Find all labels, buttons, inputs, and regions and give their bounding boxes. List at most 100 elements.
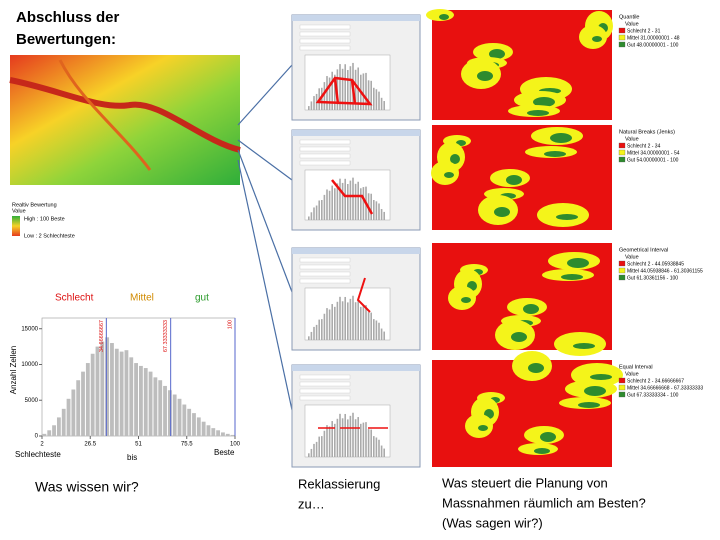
map-legend-value: Value [625,254,639,260]
map-yellow [465,414,493,438]
hist-bar [211,428,216,436]
dialog-bar [347,419,349,457]
map-legend-item: Gut 67.33333334 - 100 [627,392,679,398]
map-legend-item: Mittel 31.00000001 - 48 [627,35,680,41]
break-label: 100 [227,320,233,329]
break-label: 34.66666667 [99,320,105,352]
x-tick-label: 75.5 [181,442,193,448]
histogram: 0 5000 10000 15000 2 26.5 51 75.5 100 34.66666667… [9,317,241,448]
annotation [356,277,371,313]
dialog-bar [313,443,315,457]
map-legend-item: Mittel 34.00000001 - 54 [627,150,680,156]
dialog-bar [352,412,354,457]
dialog-bar [370,429,372,457]
hist-bar [167,390,172,436]
map-green [506,175,522,185]
swatch [618,391,626,398]
dialog-bar [328,77,331,110]
question: Was wissen wir? [35,479,139,495]
dialog-bar [341,182,344,220]
dialog-bar [378,439,380,457]
dialog-bar [349,66,352,110]
hist-bar [61,408,66,436]
dialog-bar [375,201,378,220]
dialog-titlebar [292,130,420,136]
reclass: zu… [298,496,325,511]
dialog-bar [308,453,310,457]
map-legend-title: Equal Interval [619,364,653,370]
hist-bar [129,357,134,436]
map-green [584,386,606,396]
dialog-field [299,139,351,145]
y-tick-label: 15000 [21,326,38,332]
hist-bar [71,389,76,436]
map-legend-value: Value [625,21,639,27]
map-green [592,36,602,42]
map-green [544,151,566,157]
map-green [444,172,454,178]
map-legend-item: Schlecht 2 - 44.05938845 [627,261,684,267]
hist-bar [201,421,206,436]
steering: Was steuert die Planung von [442,475,608,490]
axis-label: Beste [214,448,235,457]
dialog-bar [318,200,320,220]
dialog-bar [326,308,328,340]
dialog-bar [308,106,310,110]
dialog-bar [321,87,323,110]
dialog-bar [347,302,349,340]
x-tick-label: 100 [230,442,241,448]
annotation [331,179,374,215]
dialog-bar [339,64,341,110]
map-yellow [431,161,459,185]
dialog-field [299,388,351,394]
x-tick-label: 51 [135,442,142,448]
map-green [477,71,493,81]
hist-bar [42,433,47,436]
hist-bar [119,351,124,436]
hist-bar [95,346,100,436]
hist-bar [148,371,153,436]
dialog-bar [315,441,318,457]
hist-bar [52,425,56,436]
legend-ramp [12,216,20,236]
hist-bar [221,432,225,436]
dialog-bar [378,203,380,220]
dialog-bar [373,87,375,110]
map-green [556,214,578,220]
dialog-bar [323,194,326,220]
dialog-bar [313,96,315,110]
dialog-bar [367,429,370,457]
map-legend-item: Gut 61.30361156 - 100 [627,275,678,281]
dialog-bar [331,304,333,340]
hist-bar [196,417,201,436]
dialog-bar [347,70,349,110]
dialog-bar [341,418,344,457]
dialog-bar [383,331,385,340]
hist-bar [110,343,114,436]
dialog-bar [362,187,365,220]
dialog-bar [318,436,320,457]
map-legend-value: Value [625,371,639,377]
map-legend-item: Schlecht 2 - 34 [627,143,661,149]
dialog-bar [380,445,383,457]
dialog-field [299,45,351,51]
dialog-bar [357,300,359,340]
dialog-bar [375,89,378,110]
hist-bar [139,365,143,436]
dialog-bar [341,68,344,110]
axis-label: bis [127,453,137,462]
dialog-bar [383,448,385,457]
dialog-bar [375,437,378,457]
dialog-bar [326,189,328,220]
dialog-bar [354,69,357,110]
dialog-bar [344,413,346,457]
hist-bar [192,413,196,436]
dialog-bar [315,324,318,340]
dialog-bar [336,418,339,457]
dialog-bar [352,295,354,340]
dialog-field [299,374,351,380]
dialog-bar [310,101,313,110]
map-green [550,133,572,143]
swatch [618,260,626,267]
